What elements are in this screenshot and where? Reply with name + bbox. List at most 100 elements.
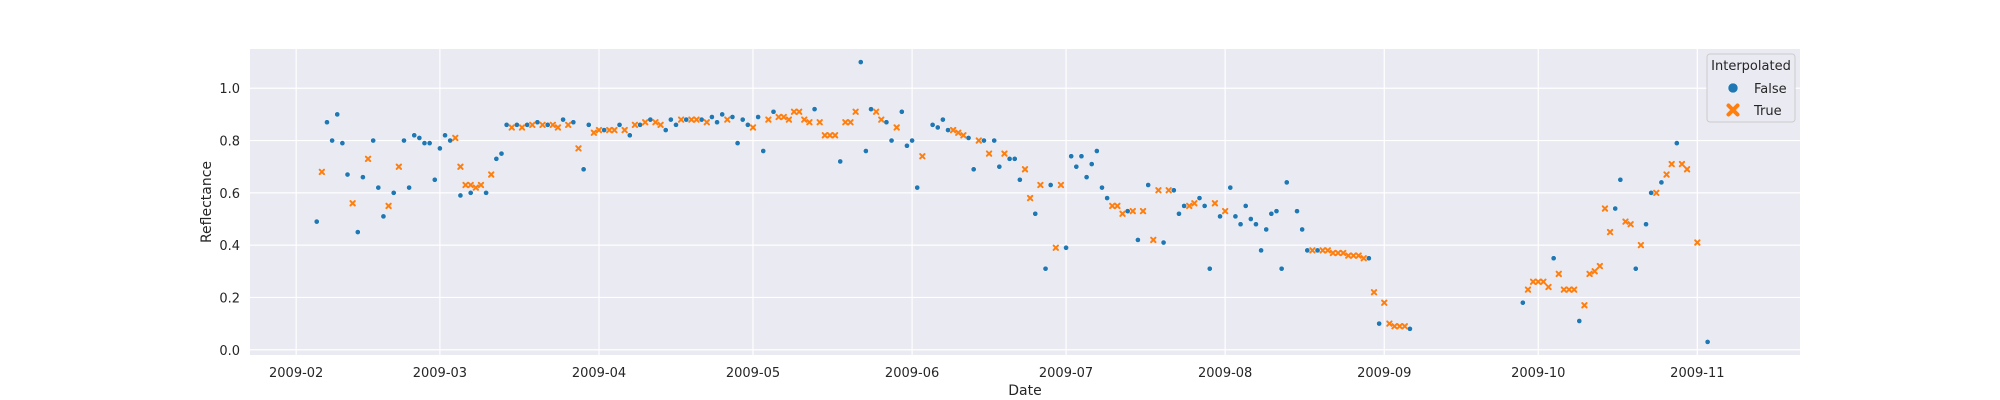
point-false bbox=[945, 127, 951, 133]
point-true bbox=[955, 129, 962, 136]
point-false bbox=[1176, 210, 1182, 217]
point-true bbox=[1350, 252, 1357, 259]
point-false bbox=[560, 116, 566, 123]
point-false bbox=[1232, 213, 1239, 220]
x-tick-label: 2009-08 bbox=[1198, 366, 1252, 381]
point-true bbox=[1653, 189, 1660, 197]
point-false bbox=[1011, 155, 1018, 162]
point-true bbox=[960, 132, 967, 139]
y-tick-label: 0.8 bbox=[219, 135, 240, 150]
point-false bbox=[863, 148, 869, 154]
point-true bbox=[1529, 278, 1537, 285]
point-false bbox=[370, 137, 377, 144]
point-false bbox=[709, 114, 715, 120]
point-false bbox=[698, 116, 705, 123]
point-true bbox=[1319, 247, 1326, 254]
point-false bbox=[1704, 339, 1711, 345]
point-true bbox=[518, 124, 526, 131]
point-false bbox=[811, 106, 818, 113]
point-true bbox=[1683, 166, 1691, 173]
point-false bbox=[1160, 239, 1167, 246]
point-false bbox=[1196, 195, 1203, 201]
x-tick-label: 2009-07 bbox=[1039, 366, 1093, 381]
point-true bbox=[1606, 228, 1614, 236]
point-false bbox=[354, 229, 361, 235]
point-false bbox=[313, 218, 320, 225]
point-false bbox=[1253, 221, 1259, 228]
point-false bbox=[755, 114, 761, 120]
point-false bbox=[1032, 210, 1039, 217]
x-tick-label: 2009-09 bbox=[1357, 366, 1411, 381]
point-false bbox=[1273, 208, 1280, 215]
point-false bbox=[991, 137, 998, 144]
point-true bbox=[1591, 268, 1598, 275]
point-true bbox=[1139, 207, 1147, 215]
point-false bbox=[570, 119, 577, 126]
point-false bbox=[1242, 203, 1249, 209]
point-false bbox=[1047, 182, 1054, 188]
point-true bbox=[529, 121, 536, 129]
point-false bbox=[719, 111, 726, 118]
point-false bbox=[1612, 205, 1619, 212]
point-false bbox=[406, 184, 412, 191]
point-true bbox=[395, 163, 403, 170]
point-true bbox=[1021, 166, 1029, 173]
x-tick-label: 2009-11 bbox=[1670, 366, 1724, 381]
point-false bbox=[1407, 325, 1413, 332]
point-true bbox=[688, 116, 695, 123]
point-true bbox=[364, 155, 372, 163]
point-true bbox=[1540, 278, 1547, 285]
point-false bbox=[1042, 265, 1049, 272]
point-true bbox=[1678, 160, 1686, 168]
legend-marker-false bbox=[1727, 82, 1739, 94]
point-true bbox=[919, 153, 926, 160]
point-true bbox=[1401, 323, 1408, 330]
plot-area bbox=[250, 49, 1800, 355]
point-true bbox=[539, 121, 546, 129]
point-true bbox=[775, 113, 782, 121]
point-false bbox=[770, 108, 777, 115]
point-false bbox=[534, 119, 541, 126]
point-true bbox=[1334, 249, 1342, 257]
point-false bbox=[1094, 148, 1100, 154]
point-true bbox=[785, 116, 793, 123]
point-false bbox=[483, 189, 489, 196]
point-false bbox=[1550, 255, 1557, 262]
point-true bbox=[1186, 202, 1193, 210]
point-true bbox=[821, 132, 829, 139]
point-true bbox=[1324, 247, 1331, 254]
point-false bbox=[970, 166, 977, 173]
point-false bbox=[601, 127, 607, 133]
point-false bbox=[580, 166, 587, 173]
point-false bbox=[837, 158, 844, 165]
point-true bbox=[1114, 202, 1121, 210]
point-false bbox=[493, 155, 500, 162]
point-true bbox=[693, 116, 700, 123]
point-true bbox=[826, 132, 834, 139]
point-false bbox=[1263, 226, 1270, 233]
point-false bbox=[739, 116, 746, 123]
point-true bbox=[657, 121, 664, 129]
point-false bbox=[898, 108, 905, 115]
point-true bbox=[1627, 221, 1634, 228]
point-true bbox=[749, 124, 757, 131]
point-true bbox=[1555, 270, 1562, 278]
point-true bbox=[831, 132, 839, 139]
point-true bbox=[847, 119, 854, 126]
point-true bbox=[816, 119, 823, 126]
point-true bbox=[1345, 252, 1352, 259]
point-true bbox=[652, 119, 659, 126]
point-true bbox=[795, 108, 803, 115]
point-true bbox=[1191, 200, 1198, 207]
point-true bbox=[1340, 249, 1347, 257]
point-false bbox=[637, 121, 643, 128]
point-false bbox=[1299, 226, 1306, 233]
point-true bbox=[642, 119, 649, 126]
point-false bbox=[1304, 247, 1311, 254]
point-true bbox=[488, 171, 495, 178]
point-false bbox=[683, 116, 690, 123]
point-true bbox=[1622, 218, 1629, 225]
y-tick-label: 0.2 bbox=[219, 291, 240, 306]
point-false bbox=[1206, 265, 1213, 272]
point-false bbox=[1366, 255, 1372, 262]
